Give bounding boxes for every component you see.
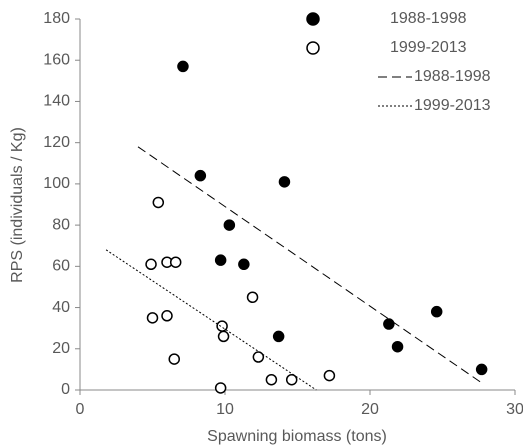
point [323, 369, 336, 382]
point [168, 353, 180, 365]
point [214, 382, 227, 394]
y-tick-label: 120 [43, 134, 70, 151]
legend-label: 1988-1998 [390, 10, 467, 27]
point [475, 363, 488, 376]
point [246, 291, 259, 303]
x-axis-title: Spawning biomass (tons) [207, 428, 387, 445]
x-tick-label: 30 [506, 401, 523, 418]
y-tick-label: 0 [61, 381, 70, 398]
y-tick-label: 140 [43, 93, 70, 110]
point [223, 219, 236, 231]
y-axis-title: RPS (individuals / Kg) [9, 127, 26, 283]
point [216, 320, 228, 332]
legend-label: 1988-1998 [414, 68, 491, 85]
x-tick-label: 0 [76, 401, 85, 418]
point [238, 258, 250, 271]
point [252, 351, 265, 363]
y-tick-label: 100 [43, 175, 70, 192]
x-tick-label: 20 [361, 401, 379, 418]
point [177, 60, 189, 73]
trend-line [137, 146, 484, 385]
point [161, 310, 173, 322]
point [146, 312, 159, 324]
point [265, 373, 278, 386]
point [169, 256, 182, 268]
point [152, 196, 165, 209]
point [430, 305, 443, 318]
point [391, 340, 404, 353]
point [278, 176, 291, 188]
y-tick-label: 60 [52, 258, 70, 275]
legend-label: 1999-2013 [390, 39, 467, 56]
point [272, 330, 285, 343]
y-tick-label: 40 [52, 299, 70, 316]
y-tick-label: 80 [52, 216, 70, 233]
point [214, 254, 227, 266]
y-tick-label: 180 [43, 10, 70, 27]
legend-marker [306, 12, 320, 26]
x-tick-label: 10 [216, 401, 234, 418]
point [145, 258, 157, 271]
y-tick-label: 160 [43, 51, 70, 68]
legend-label: 1999-2013 [414, 97, 491, 114]
point [217, 330, 230, 343]
point [383, 318, 395, 330]
point [285, 373, 298, 386]
point [194, 169, 207, 182]
legend-marker [306, 41, 320, 55]
y-tick-label: 20 [52, 340, 70, 357]
trend-line [105, 249, 317, 391]
